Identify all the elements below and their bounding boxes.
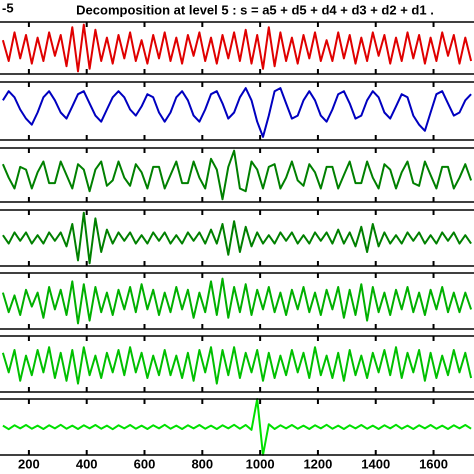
x-tick-label: 600 <box>134 456 156 471</box>
signal-line <box>1 149 473 201</box>
chart-title: Decomposition at level 5 : s = a5 + d5 +… <box>76 2 434 17</box>
signal-line <box>1 346 473 385</box>
signal-line <box>2 211 472 265</box>
corner-label: -5 <box>2 0 14 15</box>
panel-frame <box>0 21 474 75</box>
x-tick-label: 1200 <box>303 456 332 471</box>
panel-frame <box>0 209 474 267</box>
x-tick-label: 200 <box>18 456 40 471</box>
panel-frame <box>0 81 474 141</box>
signal-line <box>1 23 473 73</box>
panel-frame <box>0 272 474 330</box>
x-tick-label: 1000 <box>246 456 275 471</box>
x-tick-label: 800 <box>191 456 213 471</box>
signal-line <box>2 87 472 138</box>
signal-line <box>1 277 473 325</box>
x-tick-label: 1400 <box>361 456 390 471</box>
panel-frame <box>0 147 474 203</box>
x-tick-label: 1600 <box>419 456 448 471</box>
panel-frame <box>0 335 474 393</box>
signal-line <box>2 398 472 456</box>
x-tick-label: 400 <box>76 456 98 471</box>
panel-frame <box>0 398 474 456</box>
